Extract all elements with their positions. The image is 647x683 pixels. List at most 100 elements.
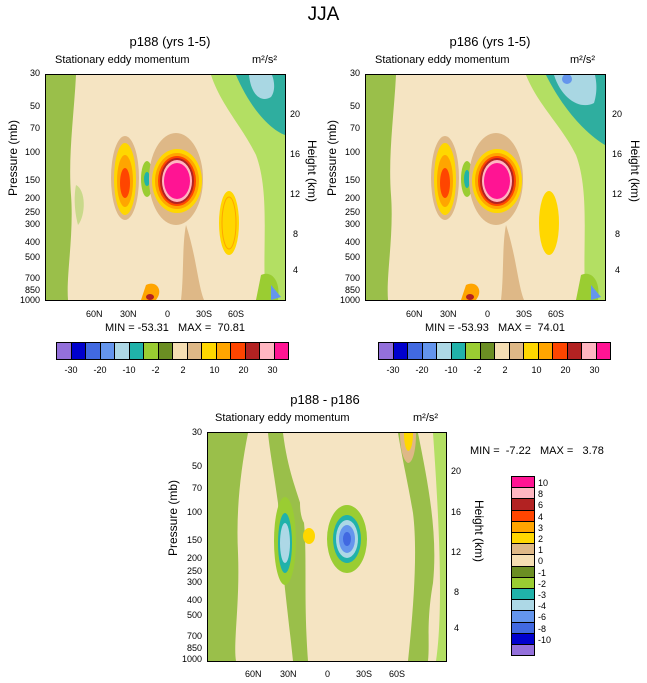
p1-ptick: 1000	[19, 295, 40, 305]
panel-1-title: p188 (yrs 1-5)	[129, 34, 211, 49]
colorbar-label: 3	[538, 522, 544, 533]
p3-ptick: 300	[186, 577, 202, 587]
p1-ptick: 300	[24, 219, 40, 229]
colorbar-label: 0	[538, 556, 544, 567]
p3-ptick: 700	[186, 631, 202, 641]
colorbar-cell	[421, 342, 437, 360]
p2-ptick: 200	[344, 193, 360, 203]
colorbar-label: -10	[122, 365, 136, 375]
colorbar-cell	[85, 342, 101, 360]
p3-ptick: 50	[191, 461, 202, 471]
p2-ptick: 150	[344, 175, 360, 185]
p2-lattick: 60S	[548, 309, 565, 319]
p3-htick: 16	[451, 507, 462, 517]
colorbar-label: -30	[64, 365, 78, 375]
panel-2-subtitle: Stationary eddy momentum	[375, 54, 510, 66]
colorbar-label: 1	[538, 545, 544, 556]
p1-ptick: 400	[24, 237, 40, 247]
figure-title: JJA	[307, 4, 340, 25]
colorbar-cell	[566, 342, 582, 360]
colorbar-cell	[436, 342, 452, 360]
colorbar-cell	[230, 342, 246, 360]
colorbar-label: -10	[538, 634, 552, 645]
panel-1-subtitle: Stationary eddy momentum	[55, 54, 190, 66]
colorbar-label: 30	[589, 365, 600, 375]
colorbar-cell	[523, 342, 539, 360]
colorbar-cell	[215, 342, 231, 360]
p2-ptick: 500	[344, 252, 360, 262]
p2-htick: 4	[615, 265, 621, 275]
p1-lattick: 30N	[120, 309, 137, 319]
panel-3-stats: MIN = -7.22 MAX = 3.78	[470, 445, 604, 457]
colorbar-label: 10	[209, 365, 220, 375]
colorbar-label: 8	[538, 489, 544, 500]
p1-ptick: 250	[24, 207, 40, 217]
p1-ptick: 700	[24, 273, 40, 283]
colorbar-label: -1	[538, 567, 547, 578]
p1-lattick: 60N	[86, 309, 103, 319]
colorbar-label: -20	[415, 365, 429, 375]
p1-ptick: 30	[29, 68, 40, 78]
p1-htick: 12	[290, 189, 301, 199]
p1-htick: 4	[293, 265, 299, 275]
p1-ptick: 200	[24, 193, 40, 203]
p3-ptick: 70	[191, 483, 202, 493]
colorbar-label: 30	[267, 365, 278, 375]
p2-htick: 8	[615, 229, 621, 239]
panel-1-stats: MIN = -53.31 MAX = 70.81	[104, 322, 245, 334]
p2-htick: 12	[612, 189, 623, 199]
colorbar-cell	[114, 342, 130, 360]
colorbar-label: -30	[386, 365, 400, 375]
colorbar-label: 10	[531, 365, 542, 375]
colorbar-label: 20	[560, 365, 571, 375]
colorbar-label: -10	[444, 365, 458, 375]
panel-2-stats: MIN = -53.93 MAX = 74.01	[424, 322, 565, 334]
colorbar-cell	[186, 342, 202, 360]
p3-ptick: 250	[186, 566, 202, 576]
panel-2-plot	[365, 74, 606, 301]
p2-ptick: 30	[349, 68, 360, 78]
panel-3-title: p188 - p186	[290, 392, 360, 407]
p2-htick: 20	[612, 109, 623, 119]
p2-htick: 16	[612, 149, 623, 159]
p3-lattick: 60N	[245, 669, 262, 679]
p1-lattick: 0	[165, 309, 171, 319]
colorbar-cell	[143, 342, 159, 360]
p3-ptick: 850	[186, 643, 202, 653]
colorbar-label: -20	[93, 365, 107, 375]
p2-lattick: 0	[485, 309, 491, 319]
p3-lattick: 60S	[389, 669, 406, 679]
colorbar-label: -3	[538, 590, 547, 600]
colorbar-cell	[511, 644, 535, 657]
colorbar-cell	[56, 342, 72, 360]
p3-ptick: 400	[186, 595, 202, 605]
p2-ptick: 1000	[339, 295, 360, 305]
panel-2-units: m²/s²	[570, 54, 596, 66]
colorbar-cell	[157, 342, 173, 360]
p1-lattick: 60S	[228, 309, 245, 319]
p2-ptick: 70	[349, 123, 360, 133]
p1-htick: 20	[290, 109, 301, 119]
p2-ptick: 700	[344, 273, 360, 283]
p1-lattick: 30S	[196, 309, 213, 319]
colorbar-cell	[378, 342, 394, 360]
colorbar-cell	[465, 342, 481, 360]
colorbar-cell	[595, 342, 611, 360]
panel-2-ylabel-right: Height (km)	[628, 140, 642, 203]
colorbar-label: 10	[538, 478, 549, 488]
colorbar-cell	[581, 342, 597, 360]
panel-1-contours	[46, 75, 285, 300]
p2-ptick: 250	[344, 207, 360, 217]
colorbar-label: 2	[538, 534, 544, 544]
p1-ptick: 150	[24, 175, 40, 185]
p3-ptick: 30	[191, 427, 202, 437]
colorbar-cell	[479, 342, 495, 360]
p1-ptick: 70	[29, 123, 40, 133]
colorbar-cell	[128, 342, 144, 360]
colorbar-cell	[450, 342, 466, 360]
colorbar-cell	[172, 342, 188, 360]
p1-htick: 8	[293, 229, 299, 239]
p2-ptick: 400	[344, 237, 360, 247]
p2-lattick: 30S	[516, 309, 533, 319]
colorbar-cell	[273, 342, 289, 360]
